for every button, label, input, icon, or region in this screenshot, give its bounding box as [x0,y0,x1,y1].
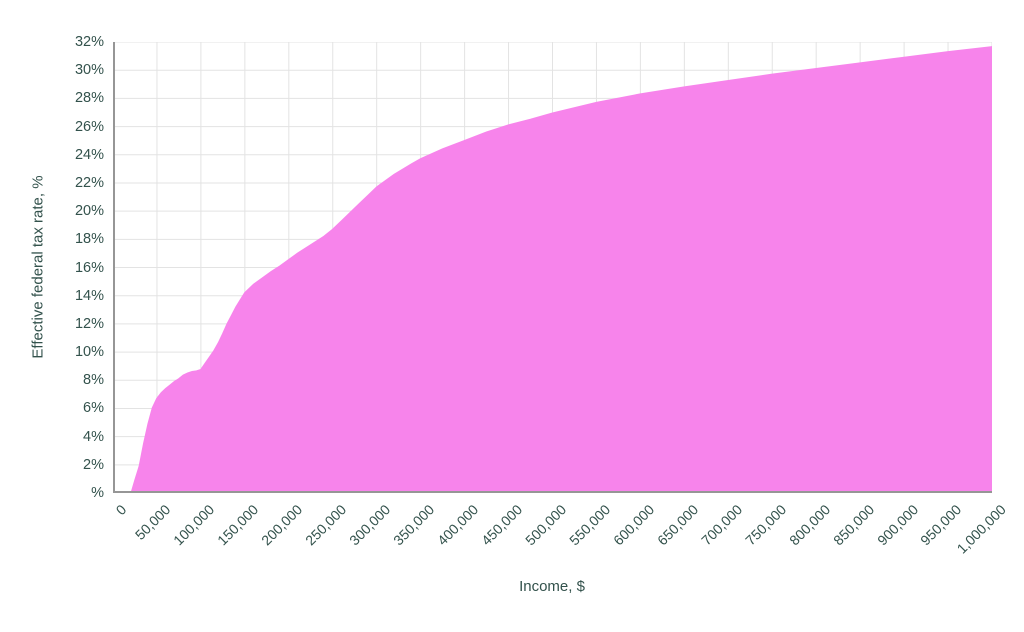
x-tick-label: 150,000 [214,501,262,549]
y-tick-label: 8% [83,372,104,389]
x-tick-label: 500,000 [522,501,570,549]
y-tick-label: % [91,485,104,501]
x-tick-label: 100,000 [170,501,218,549]
y-tick-label: 4% [83,428,104,445]
area-series-svg [113,42,992,493]
y-tick-label: 30% [74,62,104,79]
y-tick-label: 2% [83,456,104,473]
x-tick-label: 400,000 [434,501,482,549]
y-tick-label: 32% [74,34,104,50]
plot-area [113,42,992,493]
x-tick-label: 850,000 [829,501,877,549]
x-tick-label: 900,000 [873,501,921,549]
x-tick-label: 650,000 [653,501,701,549]
x-tick-label: 600,000 [609,501,658,549]
y-tick-label: 10% [74,344,104,361]
x-tick-label: 0 [112,501,130,519]
y-tick-label: 24% [74,146,104,163]
y-tick-label: 20% [74,203,104,220]
x-tick-label: 800,000 [785,501,833,549]
x-tick-label: 250,000 [302,501,350,549]
y-tick-label: 26% [74,118,104,135]
y-tick-label: 22% [74,174,104,191]
y-tick-label: 12% [74,315,104,332]
x-axis-title: Income, $ [519,578,585,595]
y-tick-label: 18% [74,231,104,248]
y-tick-label: 6% [83,400,104,417]
x-tick-label: 200,000 [258,501,306,549]
x-tick-label: 300,000 [346,501,394,549]
y-tick-label: 16% [74,259,104,276]
x-tick-label: 50,000 [131,501,174,543]
x-tick-label: 350,000 [390,501,438,549]
y-tick-label: 28% [74,90,104,107]
y-tick-label: 14% [74,287,104,304]
x-tick-label: 450,000 [478,501,526,549]
tax-rate-area-series [113,46,992,493]
x-tick-label: 550,000 [565,501,614,549]
x-tick-label: 700,000 [697,501,745,549]
x-tick-label: 750,000 [741,501,789,549]
